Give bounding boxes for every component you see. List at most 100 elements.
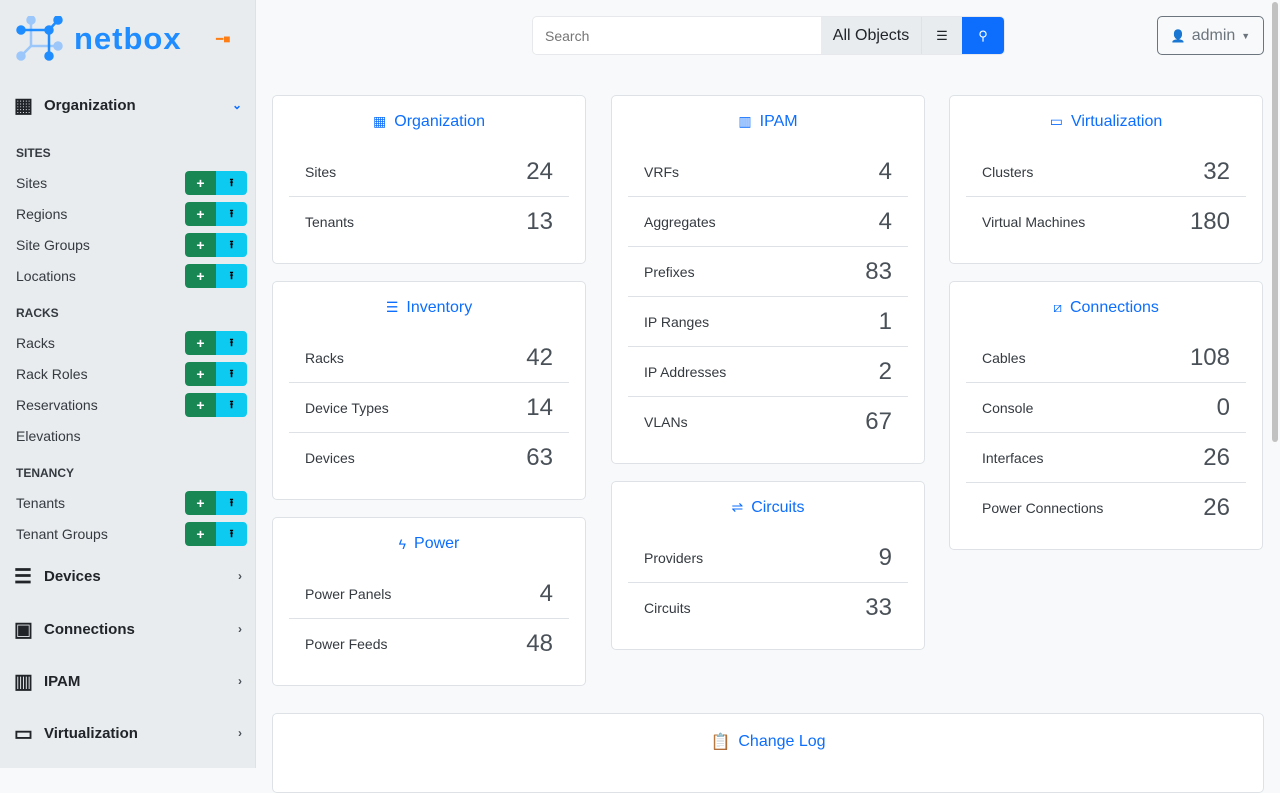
card-power: ϟ Power Power Panels 4 Power Feeds 48 — [272, 517, 586, 686]
stat-row[interactable]: Sites 24 — [289, 147, 569, 197]
stat-row[interactable]: Interfaces 26 — [966, 433, 1246, 483]
stat-row[interactable]: Circuits 33 — [644, 594, 892, 621]
search-icon: ⚲ — [978, 27, 988, 43]
sidebar-item-tenants[interactable]: Tenants + ⭱ — [16, 491, 247, 515]
scrollbar[interactable] — [1272, 2, 1278, 442]
search-button[interactable]: ⚲ — [962, 17, 1004, 54]
section-heading: RACKS — [16, 306, 59, 320]
import-button[interactable]: ⭱ — [216, 331, 247, 355]
sidebar-item-rack-roles[interactable]: Rack Roles + ⭱ — [16, 362, 247, 386]
user-menu-button[interactable]: 👤 admin ▼ — [1157, 16, 1264, 55]
monitor-icon: ▭ — [14, 722, 33, 745]
add-button[interactable]: + — [185, 202, 216, 226]
sidebar-item-site-groups[interactable]: Site Groups + ⭱ — [16, 233, 247, 257]
sidebar: netbox ━■ ▦ Organization ⌄ ☰ Devices › ▣ Connec… — [0, 0, 256, 768]
filter-button[interactable]: ☰ — [922, 17, 962, 54]
add-button[interactable]: + — [185, 362, 216, 386]
sidebar-item-sites[interactable]: Sites + ⭱ — [16, 171, 247, 195]
pin-sidebar-icon[interactable]: ━■ — [216, 32, 231, 46]
stat-row[interactable]: VRFs 4 — [628, 147, 908, 197]
import-button[interactable]: ⭱ — [216, 264, 247, 288]
stat-row[interactable]: IP Ranges 1 — [628, 297, 908, 347]
card-title[interactable]: Circuits — [751, 498, 805, 516]
stat-row[interactable]: Power Connections 26 — [982, 494, 1230, 521]
search-bar: All Objects ☰ ⚲ — [532, 16, 1005, 55]
sidebar-item-tenant-groups[interactable]: Tenant Groups + ⭱ — [16, 522, 247, 546]
ipam-icon: ▥ — [14, 670, 33, 693]
stat-row[interactable]: Power Feeds 48 — [305, 630, 553, 657]
sidebar-group-organization[interactable]: ▦ Organization ⌄ — [14, 94, 242, 117]
stat-row[interactable]: Clusters 32 — [966, 147, 1246, 197]
sidebar-group-ipam[interactable]: ▥ IPAM › — [14, 670, 242, 693]
card-title[interactable]: Organization — [394, 112, 485, 130]
virtualization-icon: ▭ — [1049, 113, 1063, 129]
card-circuits: ⇌ Circuits Providers 9 Circuits 33 — [611, 481, 925, 650]
inventory-icon: ☰ — [385, 299, 399, 315]
add-button[interactable]: + — [185, 393, 216, 417]
card-virtualization: ▭ Virtualization Clusters 32 Virtual Machine… — [949, 95, 1263, 264]
search-input[interactable] — [533, 17, 821, 54]
chevron-right-icon: › — [238, 622, 242, 636]
organization-icon: ▦ — [373, 113, 387, 129]
card-ipam: ▥ IPAM VRFs 4 Aggregates 4 Prefixes 83 IP Ranges… — [611, 95, 925, 464]
changelog-card: 📋 Change Log — [272, 713, 1264, 793]
import-button[interactable]: ⭱ — [216, 233, 247, 257]
stat-row[interactable]: Tenants 13 — [305, 208, 553, 235]
add-button[interactable]: + — [185, 522, 216, 546]
chevron-right-icon: › — [238, 674, 242, 688]
stat-row[interactable]: Racks 42 — [289, 333, 569, 383]
stat-row[interactable]: Virtual Machines 180 — [982, 208, 1230, 235]
card-inventory: ☰ Inventory Racks 42 Device Types 14 Devices 63 — [272, 281, 586, 500]
netbox-logo-icon — [16, 16, 63, 61]
sidebar-item-regions[interactable]: Regions + ⭱ — [16, 202, 247, 226]
search-scope-select[interactable]: All Objects — [821, 17, 922, 54]
import-button[interactable]: ⭱ — [216, 491, 247, 515]
ipam-icon: ▥ — [738, 113, 752, 129]
circuits-icon: ⇌ — [731, 499, 744, 515]
sidebar-group-connections[interactable]: ▣ Connections › — [14, 618, 242, 641]
card-title[interactable]: Power — [414, 534, 460, 552]
netbox-logo[interactable]: netbox — [16, 16, 182, 62]
connections-icon: ⧄ — [1053, 299, 1062, 315]
stat-row[interactable]: Providers 9 — [628, 533, 908, 583]
import-button[interactable]: ⭱ — [216, 393, 247, 417]
import-button[interactable]: ⭱ — [216, 202, 247, 226]
stat-row[interactable]: Device Types 14 — [289, 383, 569, 433]
card-organization: ▦ Organization Sites 24 Tenants 13 — [272, 95, 586, 264]
chevron-right-icon: › — [238, 569, 242, 583]
sidebar-item-elevations[interactable]: Elevations — [16, 428, 81, 444]
clipboard-icon: 📋 — [710, 733, 731, 751]
caret-down-icon: ▼ — [1241, 30, 1251, 41]
card-connections: ⧄ Connections Cables 108 Console 0 Interfaces 2… — [949, 281, 1263, 550]
sidebar-item-locations[interactable]: Locations + ⭱ — [16, 264, 247, 288]
add-button[interactable]: + — [185, 491, 216, 515]
sidebar-item-reservations[interactable]: Reservations + ⭱ — [16, 393, 247, 417]
add-button[interactable]: + — [185, 264, 216, 288]
filter-icon: ☰ — [936, 27, 948, 43]
card-title[interactable]: IPAM — [759, 112, 798, 130]
stat-row[interactable]: Cables 108 — [966, 333, 1246, 383]
card-title[interactable]: Virtualization — [1070, 112, 1163, 130]
user-icon: 👤 — [1170, 28, 1186, 43]
stat-row[interactable]: Power Panels 4 — [289, 569, 569, 619]
sidebar-group-virtualization[interactable]: ▭ Virtualization › — [14, 722, 242, 745]
ethernet-icon: ▣ — [14, 618, 33, 641]
stat-row[interactable]: Devices 63 — [305, 444, 553, 471]
stat-row[interactable]: VLANs 67 — [644, 408, 892, 435]
stat-row[interactable]: Prefixes 83 — [628, 247, 908, 297]
sidebar-item-racks[interactable]: Racks + ⭱ — [16, 331, 247, 355]
add-button[interactable]: + — [185, 331, 216, 355]
stat-row[interactable]: Aggregates 4 — [628, 197, 908, 247]
section-heading: SITES — [16, 146, 51, 160]
card-title[interactable]: Connections — [1069, 298, 1159, 316]
power-icon: ϟ — [398, 535, 407, 552]
stat-row[interactable]: IP Addresses 2 — [628, 347, 908, 397]
add-button[interactable]: + — [185, 233, 216, 257]
sidebar-group-devices[interactable]: ☰ Devices › — [14, 565, 242, 588]
stat-row[interactable]: Console 0 — [966, 383, 1246, 433]
import-button[interactable]: ⭱ — [216, 522, 247, 546]
card-title[interactable]: Inventory — [406, 298, 473, 316]
add-button[interactable]: + — [185, 171, 216, 195]
import-button[interactable]: ⭱ — [216, 171, 247, 195]
import-button[interactable]: ⭱ — [216, 362, 247, 386]
